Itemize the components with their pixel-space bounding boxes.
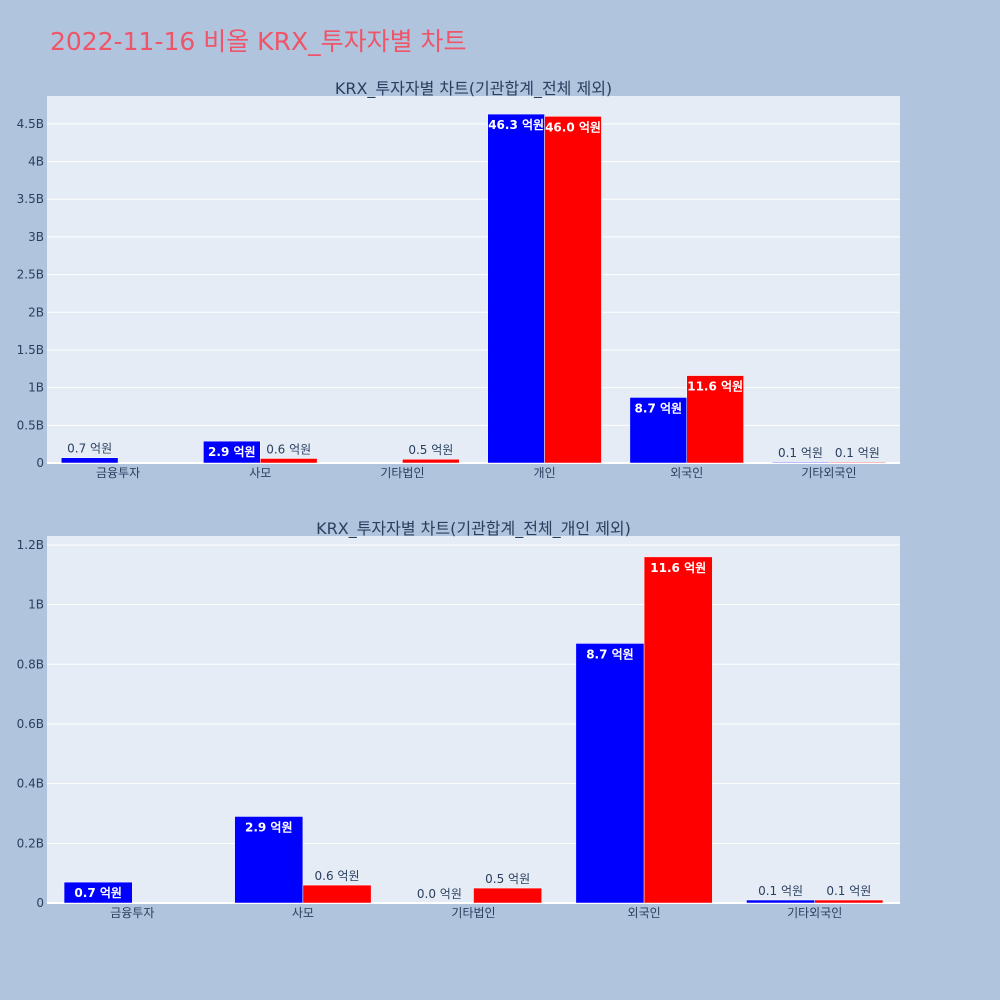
plot-area <box>47 536 900 903</box>
y-tick-label: 3.5B <box>17 192 44 206</box>
bar <box>643 556 713 904</box>
y-tick-label: 1.2B <box>17 538 44 552</box>
data-label: 2.9 억원 <box>245 820 293 834</box>
data-label: 0.1 억원 <box>778 446 823 460</box>
data-label: 0.1 억원 <box>835 446 880 460</box>
data-label: 0.1 억원 <box>826 884 871 898</box>
data-label: 11.6 억원 <box>650 561 706 575</box>
y-tick-label: 2B <box>28 305 44 319</box>
x-tick-label: 기타법인 <box>451 906 495 920</box>
bar <box>686 375 744 464</box>
x-tick-label: 외국인 <box>628 906 661 920</box>
data-label: 8.7 억원 <box>586 647 634 661</box>
y-tick-label: 1B <box>28 381 44 395</box>
x-tick-label: 기타법인 <box>380 466 424 480</box>
data-label: 8.7 억원 <box>635 401 683 415</box>
y-tick-label: 0.4B <box>17 777 44 791</box>
bar <box>260 458 318 464</box>
data-label: 0.0 억원 <box>417 887 462 901</box>
bar <box>487 113 545 464</box>
data-label: 0.6 억원 <box>315 869 360 883</box>
x-tick-label: 금융투자 <box>96 466 140 480</box>
bar <box>402 458 460 464</box>
bar <box>63 881 133 904</box>
data-label: 2.9 억원 <box>208 445 256 459</box>
data-label: 0.5 억원 <box>408 443 453 457</box>
bar <box>771 461 830 464</box>
bar <box>302 884 372 904</box>
y-tick-label: 0.6B <box>17 717 44 731</box>
bar <box>575 643 645 904</box>
bar <box>234 816 304 904</box>
bar <box>629 397 688 464</box>
chart-1: 0 0.5B 1B 1.5B 2B 2.5B 3B 3.5B 4B 4.5B KRX_투자자별 차트… <box>17 79 900 480</box>
data-label: 0.7 억원 <box>67 442 112 456</box>
y-tick-label: 0 <box>36 456 44 470</box>
chart-title: KRX_투자자별 차트(기관합계_전체 제외) <box>335 79 612 99</box>
bar <box>60 457 119 464</box>
y-tick-label: 4B <box>28 155 44 169</box>
y-tick-label: 0 <box>36 896 44 910</box>
data-label: 0.1 억원 <box>758 884 803 898</box>
chart-title: KRX_투자자별 차트(기관합계_전체_개인 제외) <box>316 519 631 539</box>
data-label: 0.7 억원 <box>74 886 122 900</box>
data-label: 0.5 억원 <box>485 872 530 886</box>
data-label: 46.0 억원 <box>545 120 601 134</box>
y-tick-label: 2.5B <box>17 268 44 282</box>
data-label: 11.6 억원 <box>687 380 743 394</box>
y-tick-label: 1B <box>28 598 44 612</box>
bar <box>473 887 542 904</box>
x-tick-label: 사모 <box>249 466 271 480</box>
bar <box>828 461 887 464</box>
x-tick-label: 금융투자 <box>110 906 154 920</box>
x-tick-label: 기타외국인 <box>787 906 842 920</box>
y-tick-label: 3B <box>28 230 44 244</box>
bar <box>203 440 261 464</box>
y-tick-label: 1.5B <box>17 343 44 357</box>
x-tick-label: 외국인 <box>670 466 703 480</box>
x-tick-label: 기타외국인 <box>801 466 856 480</box>
bar <box>746 899 815 904</box>
x-tick-label: 개인 <box>534 466 556 480</box>
data-label: 46.3 억원 <box>488 118 544 132</box>
y-tick-label: 0.5B <box>17 418 44 432</box>
y-tick-label: 0.2B <box>17 836 44 850</box>
chart-2: 0 0.2B 0.4B 0.6B 0.8B 1B 1.2B KRX_투자자별 차트(기관합계_… <box>17 519 900 920</box>
bar <box>544 116 602 464</box>
x-tick-label: 사모 <box>292 906 314 920</box>
y-tick-label: 4.5B <box>17 117 44 131</box>
page-title: 2022-11-16 비올 KRX_투자자별 차트 <box>50 27 467 56</box>
y-tick-label: 0.8B <box>17 657 44 671</box>
bar <box>814 899 884 904</box>
plot-area <box>47 96 900 463</box>
data-label: 0.6 억원 <box>266 442 311 456</box>
